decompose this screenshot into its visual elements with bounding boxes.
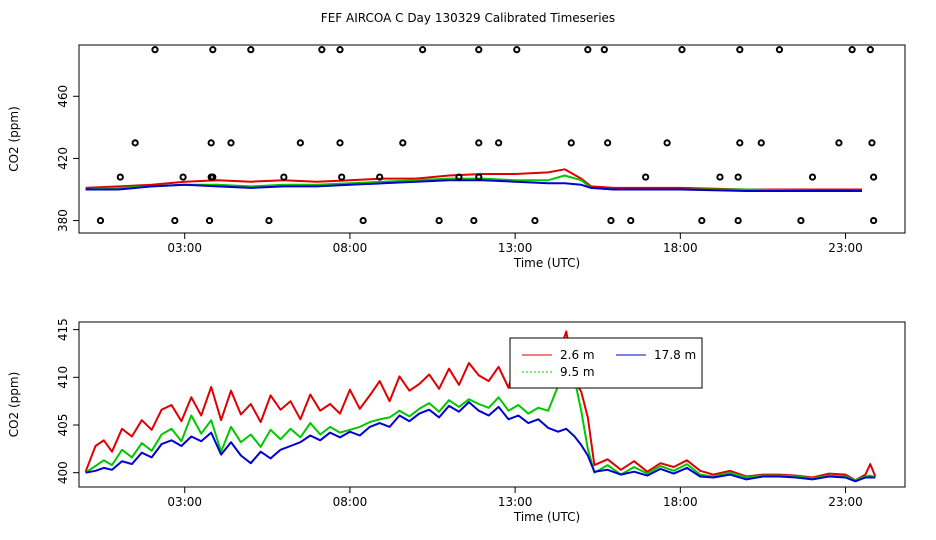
scatter-point — [207, 139, 215, 147]
page-title: FEF AIRCOA C Day 130329 Calibrated Times… — [321, 11, 615, 25]
scatter-point — [116, 173, 124, 181]
series-line-9-5-m — [85, 356, 876, 482]
x-tick-label: 18:00 — [663, 241, 698, 255]
x-tick-label: 23:00 — [828, 495, 863, 509]
plot-bottom-line: 03:00 08:00 13:00 18:00 23:00 400 405 410 415 Tim… — [7, 318, 906, 524]
scatter-point — [336, 139, 344, 147]
x-tick-label: 08:00 — [333, 241, 368, 255]
scatter-point — [207, 173, 215, 181]
scatter-point — [470, 216, 478, 225]
scatter-point — [131, 139, 139, 147]
x-tick-label: 18:00 — [663, 495, 698, 509]
scatter-point — [376, 173, 384, 181]
scatter-point — [455, 173, 463, 181]
legend-label: 17.8 m — [654, 348, 696, 362]
scatter-point — [151, 46, 159, 54]
plot-frame — [78, 321, 906, 488]
scatter-point — [600, 46, 608, 54]
x-tick-label: 03:00 — [167, 495, 202, 509]
scatter-point — [567, 139, 575, 147]
scatter-point — [698, 216, 706, 225]
scatter-point — [584, 46, 592, 54]
series-line-2-6-m — [84, 330, 877, 482]
scatter-point — [835, 139, 843, 147]
series-line-17-8-m — [85, 401, 876, 483]
legend: 2.6 m 9.5 m 17.8 m — [509, 337, 703, 389]
scatter-point — [870, 173, 878, 181]
scatter-point — [531, 216, 539, 225]
scatter-point — [96, 216, 105, 225]
scatter-point — [604, 139, 612, 147]
x-tick-label: 03:00 — [167, 241, 202, 255]
scatter-point — [338, 173, 346, 181]
scatter-point — [475, 46, 483, 54]
scatter-point — [627, 216, 635, 225]
scatter-point — [419, 46, 427, 54]
scatter-point — [179, 173, 187, 181]
scatter-point — [227, 139, 235, 147]
scatter-point — [736, 139, 744, 147]
scatter-point — [336, 46, 344, 54]
scatter-point — [734, 173, 742, 181]
scatter-point — [209, 46, 217, 54]
x-tick-label: 13:00 — [498, 495, 533, 509]
scatter-point — [866, 46, 874, 54]
legend-box — [509, 337, 703, 389]
scatter-point — [475, 173, 483, 181]
x-tick-label: 08:00 — [333, 495, 368, 509]
scatter-point — [663, 139, 671, 147]
scatter-point — [757, 139, 765, 147]
scatter-point — [475, 139, 483, 147]
legend-label: 9.5 m — [560, 365, 595, 379]
x-axis-label: Time (UTC) — [513, 256, 580, 270]
scatter-point — [808, 173, 817, 181]
scatter-point — [296, 139, 304, 147]
y-tick-label: 460 — [56, 85, 70, 108]
scatter-point — [435, 216, 443, 225]
scatter-point — [171, 216, 179, 225]
y-tick-label: 405 — [56, 414, 70, 437]
plot-frame — [78, 44, 906, 234]
y-tick-label: 380 — [56, 209, 70, 232]
scatter-point — [318, 46, 326, 54]
series-line-2-6-m — [85, 168, 862, 191]
x-tick-label: 23:00 — [828, 241, 863, 255]
scatter-point — [495, 139, 503, 147]
scatter-point — [265, 216, 273, 225]
scatter-point — [513, 46, 521, 54]
y-tick-label: 410 — [56, 366, 70, 389]
plot-top-scatter: 03:00 08:00 13:00 18:00 23:00 380 420 460 Time (… — [7, 44, 906, 270]
x-tick-label: 13:00 — [498, 241, 533, 255]
series-line-17-8-m — [85, 179, 862, 192]
scatter-point — [775, 46, 784, 54]
scatter-point — [205, 216, 214, 225]
y-tick-label: 420 — [56, 147, 70, 170]
legend-label: 2.6 m — [560, 348, 595, 362]
scatter-point — [716, 173, 724, 181]
x-axis-label: Time (UTC) — [513, 510, 580, 524]
scatter-point — [868, 139, 876, 147]
scatter-point — [607, 216, 615, 225]
scatter-point — [359, 216, 367, 225]
scatter-point — [848, 46, 856, 54]
scatter-point — [642, 173, 650, 181]
scatter-point — [247, 46, 255, 54]
scatter-point — [870, 216, 878, 225]
scatter-point — [280, 173, 288, 181]
scatter-point — [797, 216, 805, 225]
y-axis-label: CO2 (ppm) — [7, 372, 21, 438]
scatter-point — [734, 216, 742, 225]
series-line-9-5-m — [85, 174, 862, 192]
y-tick-label: 415 — [56, 318, 70, 341]
scatter-point — [736, 46, 744, 54]
scatter-point — [399, 139, 407, 147]
y-axis-label: CO2 (ppm) — [7, 106, 21, 172]
y-tick-label: 400 — [56, 461, 70, 484]
scatter-point — [678, 46, 686, 54]
